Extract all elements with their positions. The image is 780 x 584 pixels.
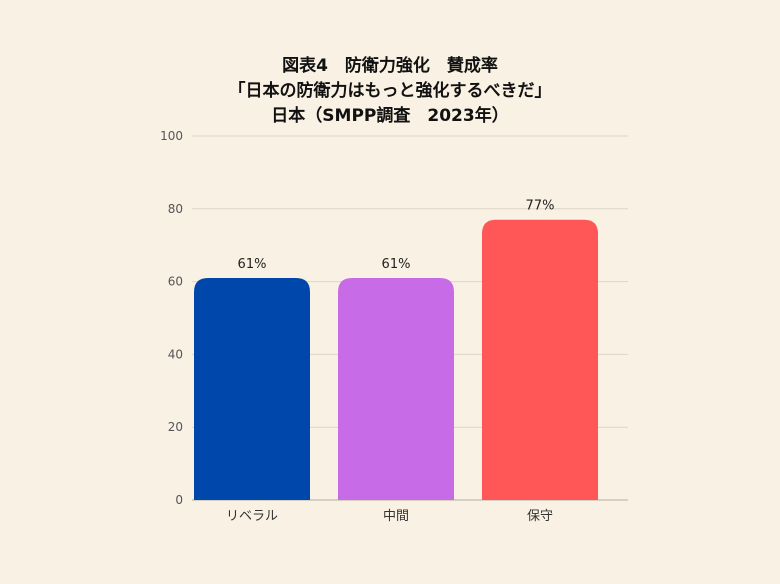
data-label: 61% [382,257,411,272]
y-tick-label: 80 [168,202,183,216]
y-tick-label: 0 [175,493,183,507]
y-tick-label: 40 [168,347,183,361]
y-axis-ticks: 0 20 40 60 80 100 [160,129,183,507]
data-label: 77% [526,199,555,214]
x-axis-categories: リベラル 中間 保守 [226,509,553,524]
bar [338,277,454,500]
data-labels: 61% 61% 77% [238,199,555,272]
bar [194,277,310,500]
bar [482,219,598,500]
category-label: 中間 [383,509,409,524]
chart-title: 図表4 防衛力強化 賛成率 [282,56,498,76]
y-tick-label: 20 [168,420,183,434]
category-label: 保守 [527,509,553,524]
chart-subtitle: 「日本の防衛力はもっと強化するべきだ」 [228,81,552,101]
bars [194,219,598,500]
chart-subtitle-2: 日本（SMPP調査 2023年） [271,106,509,126]
y-tick-label: 100 [160,129,183,143]
chart-title-block: 図表4 防衛力強化 賛成率 「日本の防衛力はもっと強化するべきだ」 日本（SMP… [0,54,780,129]
data-label: 61% [238,257,267,272]
category-label: リベラル [226,509,278,524]
y-tick-label: 60 [168,275,183,289]
